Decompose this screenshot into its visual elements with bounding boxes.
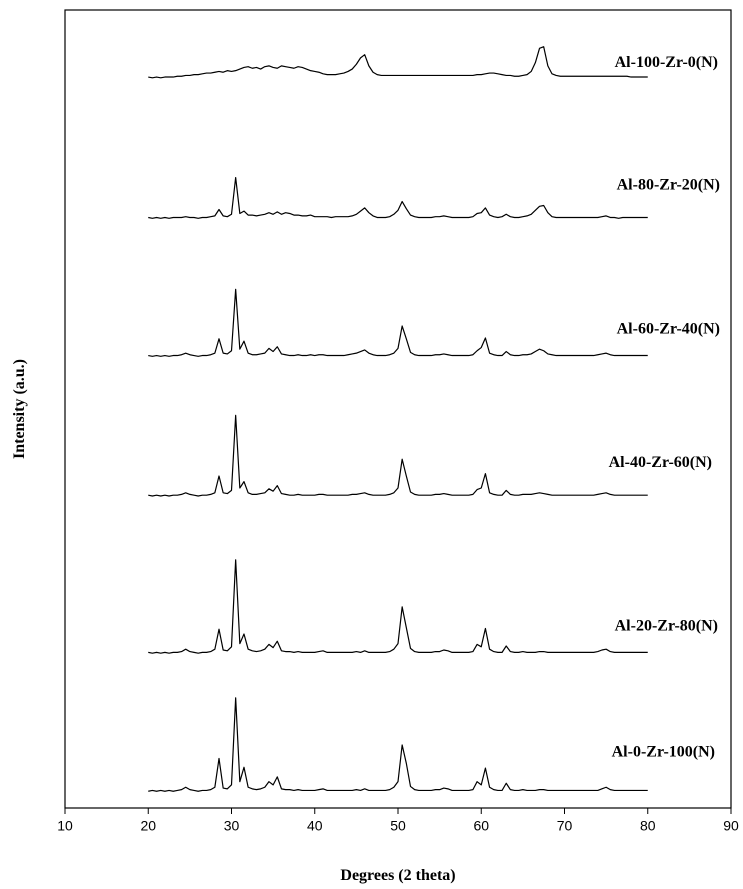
x-tick-label: 90 [723,817,739,833]
xrd-pattern [148,176,648,219]
series-label: Al-20-Zr-80(N) [615,617,718,634]
y-axis-label: Intensity (a.u.) [11,359,28,459]
series-label: Al-100-Zr-0(N) [615,54,718,71]
x-tick-label: 40 [307,817,323,833]
series-label: Al-0-Zr-100(N) [612,743,715,760]
series-label: Al-60-Zr-40(N) [617,321,720,338]
x-tick-label: 30 [224,817,240,833]
x-tick-label: 70 [557,817,573,833]
x-tick-label: 20 [140,817,156,833]
plot-frame [64,9,732,809]
xrd-pattern [148,46,648,79]
series-label: Al-40-Zr-60(N) [609,454,712,471]
xrd-pattern [148,697,648,792]
series-label: Al-80-Zr-20(N) [617,176,720,193]
x-tick-label: 50 [390,817,406,833]
x-axis-label: Degrees (2 theta) [340,867,455,884]
xrd-pattern [148,288,648,357]
x-tick-label: 10 [57,817,73,833]
xrd-pattern [148,414,648,497]
xrd-pattern [148,559,648,654]
x-tick-label: 60 [473,817,489,833]
x-tick-label: 80 [640,817,656,833]
